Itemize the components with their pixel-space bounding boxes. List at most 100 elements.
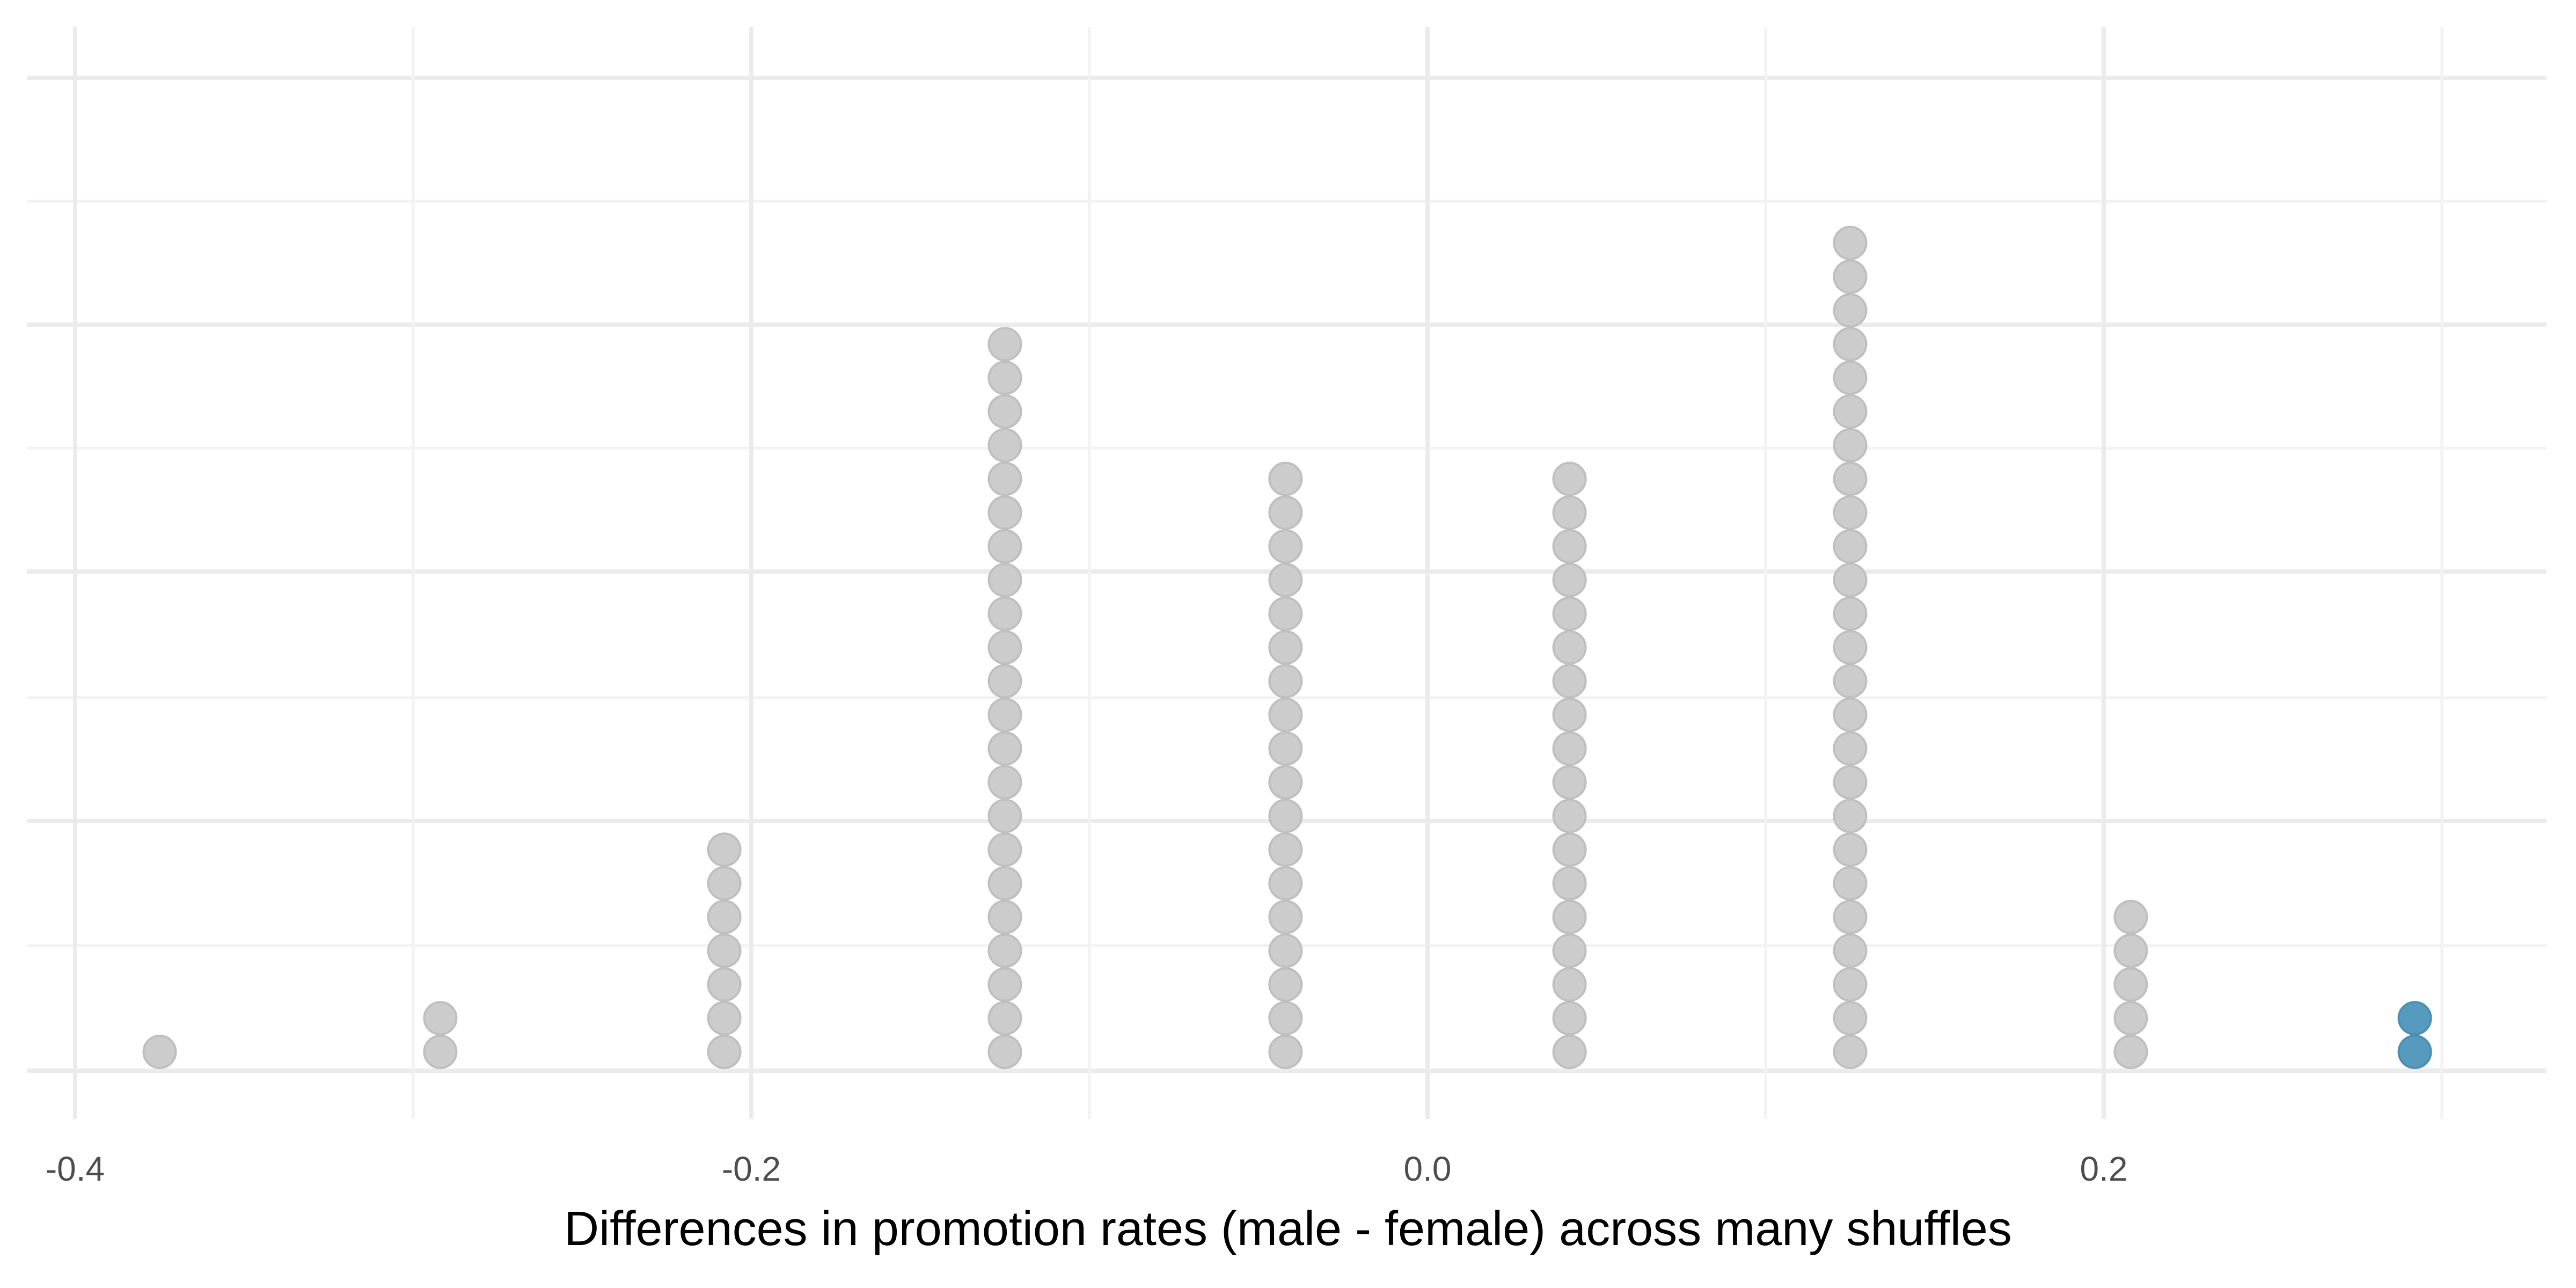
shuffle-dot <box>2113 1001 2148 1036</box>
shuffle-dot <box>1552 596 1587 631</box>
shuffle-dot <box>987 933 1022 968</box>
shuffle-dot <box>1833 529 1868 564</box>
shuffle-dot <box>987 630 1022 665</box>
shuffle-dot <box>2113 967 2148 1002</box>
shuffle-dot <box>1268 698 1303 732</box>
shuffle-dot <box>1552 562 1587 597</box>
shuffle-dot <box>2113 899 2148 934</box>
shuffle-dot <box>1552 630 1587 665</box>
shuffle-dot <box>1833 967 1868 1002</box>
shuffle-dot <box>1268 765 1303 800</box>
shuffle-dot <box>1552 967 1587 1002</box>
observed-dot <box>2397 1035 2432 1069</box>
shuffle-dot <box>1552 1001 1587 1036</box>
shuffle-dot <box>987 562 1022 597</box>
grid-layer <box>27 27 2546 1119</box>
shuffle-dot <box>1268 866 1303 901</box>
shuffle-dot <box>987 529 1022 564</box>
shuffle-dot <box>1552 799 1587 833</box>
shuffle-dot <box>1268 1001 1303 1036</box>
shuffle-dot <box>423 1001 458 1036</box>
shuffle-dot <box>1268 731 1303 766</box>
shuffle-dot <box>987 596 1022 631</box>
shuffle-dot <box>1833 394 1868 429</box>
shuffle-dot <box>1552 765 1587 800</box>
shuffle-dot <box>1833 428 1868 463</box>
shuffle-dot <box>1552 462 1587 496</box>
shuffle-dot <box>1833 664 1868 699</box>
shuffle-dot <box>142 1035 177 1069</box>
shuffle-dot <box>987 428 1022 463</box>
shuffle-dot <box>1833 495 1868 530</box>
shuffle-dot <box>1552 698 1587 732</box>
shuffle-dot <box>1833 1001 1868 1036</box>
shuffle-dot <box>2113 1035 2148 1069</box>
shuffle-dot <box>1268 799 1303 833</box>
shuffle-dot <box>707 866 742 901</box>
shuffle-dot <box>987 731 1022 766</box>
x-axis-title: Differences in promotion rates (male - f… <box>564 1202 2012 1256</box>
shuffle-dot <box>987 832 1022 867</box>
shuffle-dot <box>1833 933 1868 968</box>
shuffle-dot <box>1552 529 1587 564</box>
shuffle-dot <box>1833 596 1868 631</box>
shuffle-dot <box>1833 731 1868 766</box>
shuffle-dot <box>1833 361 1868 395</box>
shuffle-dot <box>1833 327 1868 362</box>
shuffle-dot <box>987 866 1022 901</box>
shuffle-dot <box>1268 529 1303 564</box>
shuffle-dot <box>987 899 1022 934</box>
shuffle-dot <box>1833 799 1868 833</box>
shuffle-dot <box>2113 933 2148 968</box>
shuffle-dot <box>423 1035 458 1069</box>
shuffle-dot <box>1833 1035 1868 1069</box>
shuffle-dot <box>1552 664 1587 699</box>
x-tick-label: -0.2 <box>722 1150 781 1188</box>
shuffle-dot <box>1552 866 1587 901</box>
shuffle-dot <box>707 899 742 934</box>
shuffle-dot <box>987 967 1022 1002</box>
shuffle-dot <box>1268 1035 1303 1069</box>
shuffle-dot <box>987 361 1022 395</box>
shuffle-dot <box>1268 832 1303 867</box>
shuffle-dot <box>987 327 1022 362</box>
x-tick-label: -0.4 <box>46 1150 105 1188</box>
shuffle-dot <box>987 698 1022 732</box>
shuffle-dot <box>1552 495 1587 530</box>
shuffle-dot <box>1268 967 1303 1002</box>
x-tick-label: 0.0 <box>1404 1150 1452 1188</box>
dots-layer <box>142 225 2432 1069</box>
shuffle-dot <box>1833 698 1868 732</box>
shuffle-dot <box>1552 899 1587 934</box>
observed-dot <box>2397 1001 2432 1036</box>
shuffle-dot <box>1552 731 1587 766</box>
shuffle-dot <box>1268 899 1303 934</box>
shuffle-dot <box>707 1035 742 1069</box>
shuffle-dot <box>1552 832 1587 867</box>
shuffle-dot <box>1833 462 1868 496</box>
shuffle-dot <box>1268 562 1303 597</box>
x-tick-label: 0.2 <box>2080 1150 2128 1188</box>
shuffle-dot <box>707 1001 742 1036</box>
shuffle-dot <box>1833 562 1868 597</box>
shuffle-dot <box>987 664 1022 699</box>
shuffle-dot <box>1268 664 1303 699</box>
shuffle-dot <box>1833 259 1868 294</box>
shuffle-dot <box>707 933 742 968</box>
shuffle-dot <box>1833 899 1868 934</box>
shuffle-dot <box>1833 866 1868 901</box>
shuffle-dot <box>707 832 742 867</box>
shuffle-dot <box>987 1035 1022 1069</box>
shuffle-dot <box>707 967 742 1002</box>
shuffle-dot <box>1552 1035 1587 1069</box>
shuffle-dot <box>1268 630 1303 665</box>
shuffle-dot <box>1833 630 1868 665</box>
shuffle-dot <box>1833 225 1868 260</box>
x-tick-labels: -0.4 -0.2 0.0 0.2 <box>46 1150 2128 1188</box>
shuffle-dot <box>1268 462 1303 496</box>
shuffle-dot <box>987 799 1022 833</box>
shuffle-dot <box>987 1001 1022 1036</box>
shuffle-dot <box>1268 495 1303 530</box>
